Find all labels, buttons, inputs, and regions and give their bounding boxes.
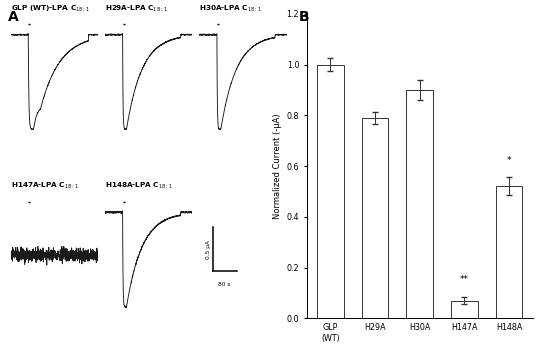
- Bar: [362, 118, 388, 318]
- Text: H29A-LPA C$_{18:1}$: H29A-LPA C$_{18:1}$: [105, 4, 168, 14]
- Text: H30A-LPA C$_{18:1}$: H30A-LPA C$_{18:1}$: [200, 4, 263, 14]
- Text: GLP (WT)-LPA C$_{18:1}$: GLP (WT)-LPA C$_{18:1}$: [11, 4, 90, 14]
- Text: H147A-LPA C$_{18:1}$: H147A-LPA C$_{18:1}$: [11, 181, 79, 191]
- Text: *: *: [507, 156, 511, 165]
- Bar: [451, 301, 478, 318]
- Y-axis label: Normalized Current (-μA): Normalized Current (-μA): [273, 113, 282, 219]
- Text: B: B: [299, 10, 309, 24]
- Bar: [495, 186, 522, 318]
- Text: 80 s: 80 s: [218, 282, 231, 286]
- Bar: [406, 90, 433, 318]
- Text: H148A-LPA C$_{18:1}$: H148A-LPA C$_{18:1}$: [105, 181, 173, 191]
- Text: 0.5 μA: 0.5 μA: [206, 240, 211, 259]
- Bar: [317, 65, 344, 318]
- Text: **: **: [460, 275, 469, 284]
- Text: A: A: [8, 10, 19, 24]
